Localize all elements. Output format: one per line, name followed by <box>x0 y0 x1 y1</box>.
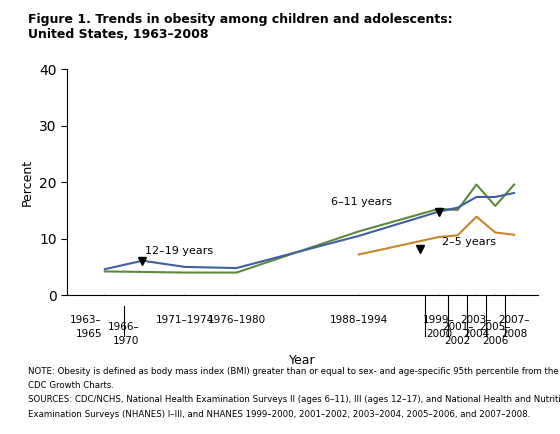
Text: NOTE: Obesity is defined as body mass index (BMI) greater than or equal to sex- : NOTE: Obesity is defined as body mass in… <box>28 367 560 376</box>
Text: 1971–1974: 1971–1974 <box>156 315 214 325</box>
Text: 1966–: 1966– <box>108 322 139 332</box>
Text: 1963–: 1963– <box>71 315 102 325</box>
Text: 2002: 2002 <box>445 336 471 346</box>
Text: 1999–: 1999– <box>423 315 455 325</box>
Text: Year: Year <box>289 354 316 367</box>
Text: United States, 1963–2008: United States, 1963–2008 <box>28 28 208 41</box>
Text: CDC Growth Charts.: CDC Growth Charts. <box>28 381 114 390</box>
Text: 6–11 years: 6–11 years <box>330 197 391 207</box>
Text: 2000: 2000 <box>426 329 452 339</box>
Text: 2001–: 2001– <box>442 322 473 332</box>
Text: Figure 1. Trends in obesity among children and adolescents:: Figure 1. Trends in obesity among childr… <box>28 13 452 26</box>
Text: 12–19 years: 12–19 years <box>145 246 213 256</box>
Text: 2006: 2006 <box>482 336 508 346</box>
Text: 2005–: 2005– <box>479 322 511 332</box>
Text: 2008: 2008 <box>501 329 527 339</box>
Text: 1976–1980: 1976–1980 <box>208 315 265 325</box>
Text: SOURCES: CDC/NCHS, National Health Examination Surveys II (ages 6–11), III (ages: SOURCES: CDC/NCHS, National Health Exami… <box>28 395 560 404</box>
Text: 2007–: 2007– <box>498 315 530 325</box>
Text: 1988–1994: 1988–1994 <box>330 315 388 325</box>
Text: 2004: 2004 <box>463 329 489 339</box>
Text: 2003–: 2003– <box>461 315 492 325</box>
Text: 1965: 1965 <box>76 329 102 339</box>
Text: 2–5 years: 2–5 years <box>442 237 496 247</box>
Text: Examination Surveys (NHANES) I–III, and NHANES 1999–2000, 2001–2002, 2003–2004, : Examination Surveys (NHANES) I–III, and … <box>28 410 530 419</box>
Y-axis label: Percent: Percent <box>21 159 34 206</box>
Text: 1970: 1970 <box>113 336 139 346</box>
